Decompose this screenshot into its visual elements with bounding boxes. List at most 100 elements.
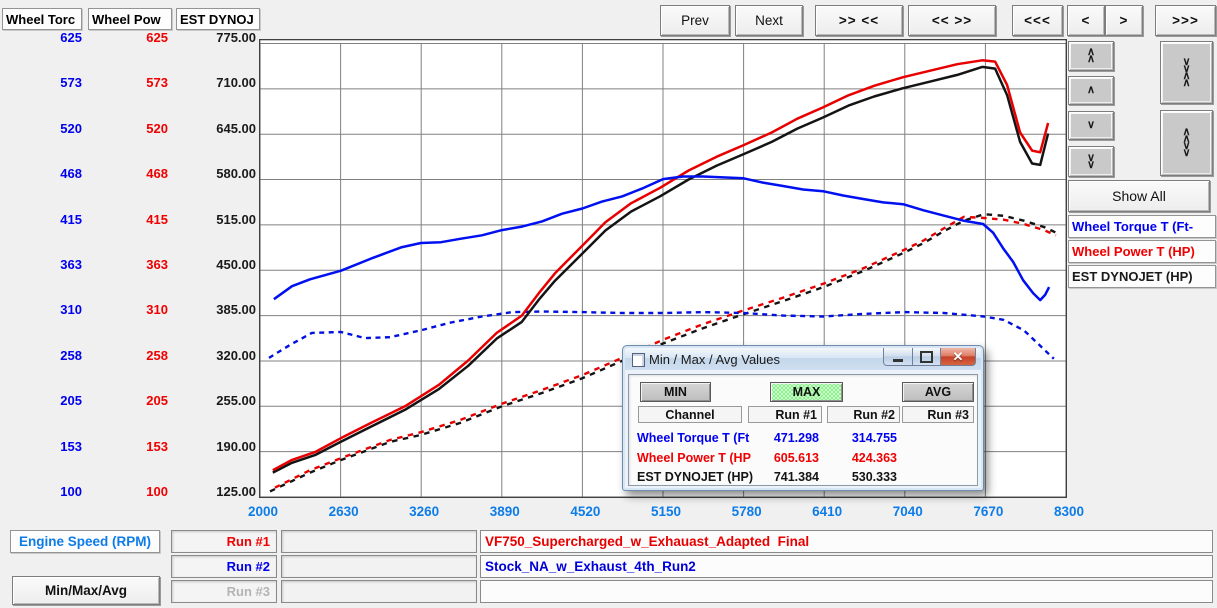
x-axis-label-box: Engine Speed (RPM): [10, 530, 160, 553]
show-all-button[interactable]: Show All: [1068, 180, 1210, 212]
torque-tick: 205: [60, 393, 82, 409]
curve-run1-torque: [273, 175, 1051, 302]
legend-est-dynojet: EST DYNOJET (HP): [1068, 265, 1216, 288]
dialog-title: Min / Max / Avg Values: [649, 351, 781, 367]
x-axis-tick: 3260: [409, 504, 440, 519]
run-swatch-box-2: [281, 555, 477, 578]
compress-y-button[interactable]: ∨ ∨ ∧ ∧: [1160, 41, 1213, 104]
close-button[interactable]: ✕: [941, 348, 976, 366]
value-cell-run2: 530.333: [851, 470, 897, 484]
value-cell-run2: 314.755: [851, 431, 897, 445]
scroll-up-icon: ∧: [1071, 79, 1111, 102]
power-tick: 100: [146, 484, 168, 499]
channel-cell: Wheel Torque T (Ft: [637, 431, 750, 445]
next-button[interactable]: Next: [735, 5, 803, 36]
x-axis-tick: 6410: [812, 504, 843, 519]
torque-tick: 258: [60, 347, 82, 363]
curve-run2-power: [269, 215, 1057, 492]
power-tick: 363: [146, 257, 168, 272]
value-cell-run2: 424.363: [851, 450, 897, 465]
run-label-3: Run #3: [171, 580, 277, 603]
dynojet-tick: 515.00: [216, 211, 256, 227]
curve-run1-power: [272, 59, 1050, 472]
dynojet-tick: 710.00: [216, 75, 256, 91]
max-button[interactable]: MAX: [770, 382, 843, 402]
power-tick: 258: [146, 347, 168, 363]
value-cell-run3: [902, 430, 971, 447]
scroll-down-fast-button[interactable]: ∨ ∨: [1068, 146, 1114, 177]
column-header-channel: Channel: [638, 406, 742, 423]
x-axis-tick: 7670: [973, 504, 1004, 519]
prev-button[interactable]: Prev: [660, 5, 730, 36]
plot-frame: [258, 38, 1068, 499]
h-compress-button[interactable]: >> <<: [815, 5, 903, 36]
minmax-avg-button[interactable]: Min/Max/Avg: [12, 576, 160, 605]
power-tick: 153: [146, 438, 168, 454]
torque-tick: 100: [60, 484, 82, 499]
dynojet-tick: 385.00: [216, 302, 256, 318]
x-axis-tick: 2000: [247, 504, 279, 519]
compress-y-icon: ∨ ∨ ∧ ∧: [1163, 44, 1210, 101]
expand-y-button[interactable]: ∧ ∧ ∨ ∨: [1160, 110, 1213, 176]
scroll-left-button[interactable]: <: [1067, 5, 1105, 36]
dynojet-axis-header: EST DYNOJ: [176, 8, 260, 30]
maximize-button[interactable]: [913, 348, 941, 366]
torque-tick: 153: [60, 438, 82, 454]
torque-tick: 625: [60, 30, 82, 45]
scroll-down-button[interactable]: ∨: [1068, 111, 1114, 140]
channel-cell: Wheel Power T (HP: [637, 450, 751, 465]
run-swatch-box-1: [281, 530, 477, 553]
channel-cell: EST DYNOJET (HP): [637, 470, 753, 484]
scroll-up-button[interactable]: ∧: [1068, 76, 1114, 105]
torque-tick: 363: [60, 257, 82, 272]
power-tick: 468: [146, 166, 168, 182]
x-axis-tick: 7040: [892, 504, 923, 519]
run-label-1: Run #1: [171, 530, 277, 553]
x-axis-tick: 5150: [650, 504, 682, 519]
dynojet-tick: 645.00: [216, 120, 256, 136]
legend-wheel-power: Wheel Power T (HP): [1068, 240, 1216, 263]
minmax-dialog: Min / Max / Avg Values ✕ MIN MAX AVG Cha…: [622, 345, 984, 491]
value-cell-run3: [902, 469, 971, 486]
scroll-right-button[interactable]: >: [1105, 5, 1143, 36]
dynojet-tick: 450.00: [216, 257, 256, 272]
dynojet-tick: 190.00: [216, 438, 256, 454]
run-swatch-box-3: [281, 580, 477, 603]
dynojet-tick: 125.00: [216, 484, 256, 499]
avg-button[interactable]: AVG: [902, 382, 974, 402]
power-tick: 625: [146, 30, 168, 45]
x-axis-tick: 3890: [489, 504, 520, 519]
scroll-up-fast-icon: ∧ ∧: [1071, 44, 1111, 68]
dynojet-tick: 255.00: [216, 393, 256, 409]
min-button[interactable]: MIN: [640, 382, 711, 402]
column-header-run3: Run #3: [902, 406, 974, 423]
curve-run2-torque: [268, 310, 1055, 360]
x-axis-tick: 5780: [731, 504, 762, 519]
power-tick: 310: [146, 302, 168, 318]
scroll-far-left-button[interactable]: <<<: [1012, 5, 1063, 36]
scroll-far-right-button[interactable]: >>>: [1155, 5, 1216, 36]
column-header-run1: Run #1: [748, 406, 822, 423]
dynojet-tick: 320.00: [216, 347, 256, 363]
dialog-content: MIN MAX AVG Channel Run #1 Run #2 Run #3…: [628, 374, 978, 486]
dialog-icon: [632, 353, 645, 367]
value-cell-run3: [902, 450, 971, 467]
value-cell-run1: 741.384: [773, 470, 819, 484]
close-icon: ✕: [952, 348, 964, 364]
power-tick: 415: [146, 211, 168, 227]
run-name-field-1[interactable]: VF750_Supercharged_w_Exhauast_Adapted Fi…: [480, 530, 1213, 553]
torque-tick: 415: [60, 211, 82, 227]
minimize-button[interactable]: [883, 348, 913, 366]
power-tick: 573: [146, 75, 168, 91]
value-cell-run1: 471.298: [773, 431, 819, 445]
run-name-field-2[interactable]: Stock_NA_w_Exhaust_4th_Run2: [480, 555, 1213, 578]
column-header-run2: Run #2: [827, 406, 900, 423]
scroll-up-fast-button[interactable]: ∧ ∧: [1068, 41, 1114, 71]
x-axis-tick: 8300: [1053, 504, 1085, 519]
run-name-field-3[interactable]: [480, 580, 1213, 603]
torque-tick: 310: [60, 302, 82, 318]
torque-tick: 468: [60, 166, 82, 182]
value-cell-run1: 605.613: [773, 450, 819, 465]
h-expand-button[interactable]: << >>: [908, 5, 996, 36]
dialog-titlebar[interactable]: Min / Max / Avg Values ✕: [625, 348, 981, 370]
